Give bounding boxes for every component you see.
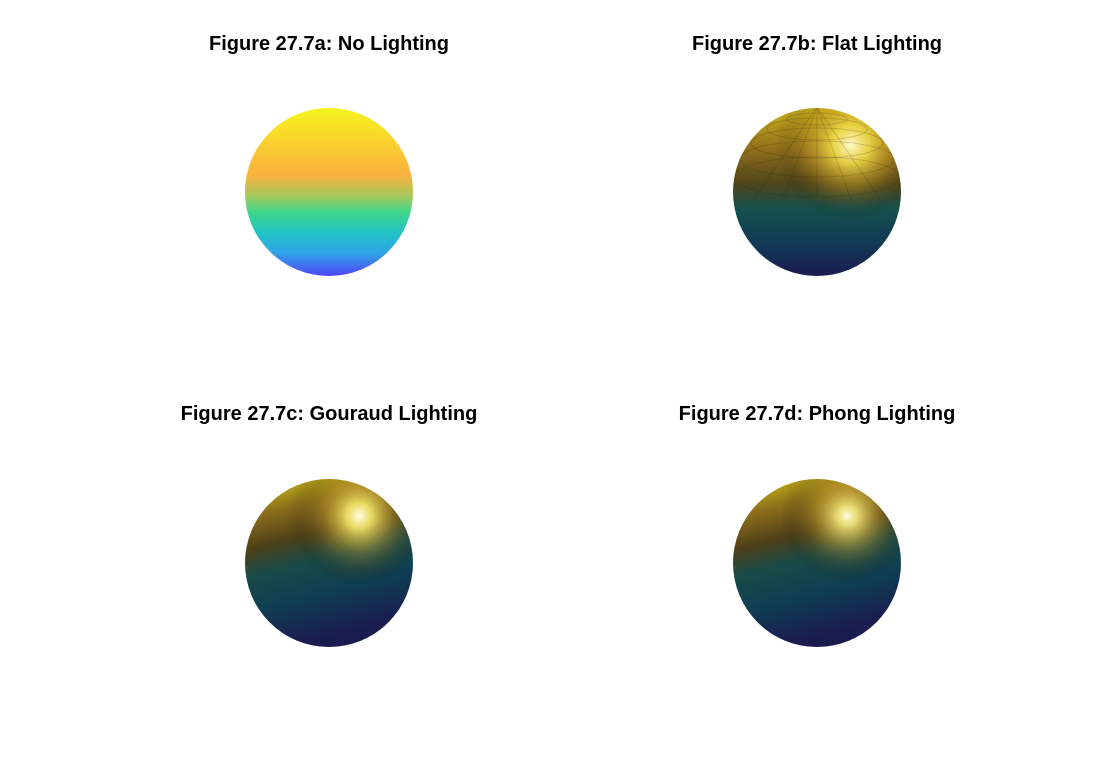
panel-phong-lighting: Figure 27.7d: Phong Lighting (657, 402, 977, 702)
sphere-gouraud-lighting (245, 479, 413, 647)
panel-title: Figure 27.7a: No Lighting (208, 33, 449, 55)
panel-title: Figure 27.7c: Gouraud Lighting (180, 403, 478, 425)
sphere-phong-lighting (733, 479, 901, 647)
panel-no-lighting: Figure 27.7a: No Lighting (169, 32, 489, 332)
sphere-no-lighting (245, 108, 413, 276)
sphere-flat-lighting (733, 108, 901, 276)
panel-title: Figure 27.7b: Flat Lighting (692, 33, 942, 55)
panel-gouraud-lighting: Figure 27.7c: Gouraud Lighting (169, 402, 489, 702)
panel-flat-lighting: Figure 27.7b: Flat Lighting (657, 32, 977, 332)
panel-title: Figure 27.7d: Phong Lighting (678, 403, 956, 425)
